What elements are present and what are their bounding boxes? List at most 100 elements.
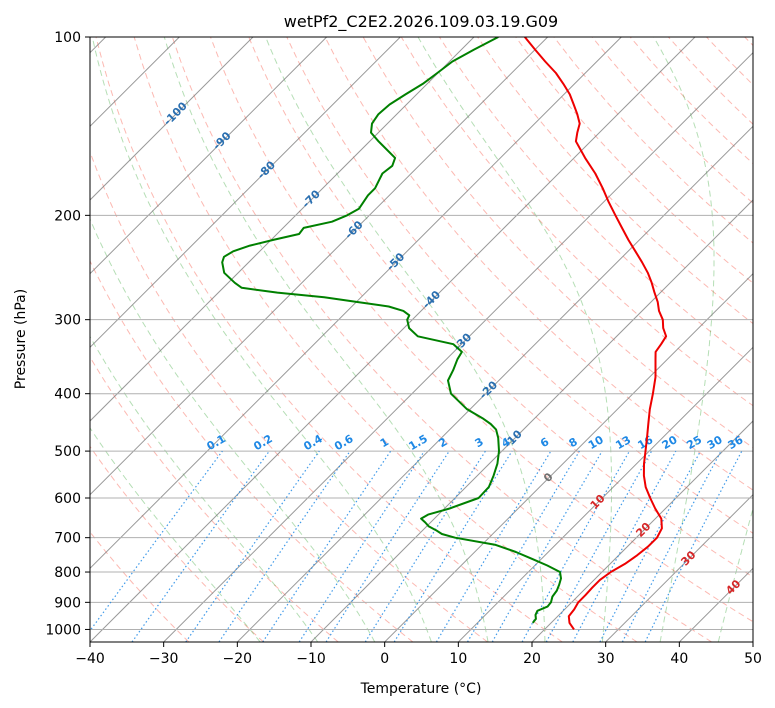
x-tick-label: −20 <box>223 651 253 667</box>
isotherm-line <box>531 420 753 642</box>
isotherm-line <box>678 567 753 642</box>
dry-adiabat <box>90 356 339 642</box>
mixing-ratio-label: 30 <box>705 433 725 452</box>
mixing-ratio-line <box>185 450 320 642</box>
mixing-ratio-line <box>644 450 743 642</box>
mixing-ratio-label: 2 <box>436 435 449 450</box>
dry-adiabat <box>95 37 563 642</box>
plot-frame <box>89 36 754 643</box>
isotherm-line <box>90 37 475 422</box>
chart-title: wetPf2_C2E2.2026.109.03.19.G09 <box>284 12 558 32</box>
y-tick-label: 700 <box>54 531 81 547</box>
dry-adiabat <box>90 445 264 642</box>
mixing-ratio-label: 3 <box>473 435 486 450</box>
moist-adiabat <box>90 217 376 642</box>
isotherm-label: -20 <box>477 378 500 401</box>
x-tick-label: −30 <box>149 651 179 667</box>
isotherm-line <box>90 37 254 201</box>
isotherm-line <box>163 51 753 642</box>
isotherm-label: -30 <box>451 330 474 353</box>
y-tick-label: 500 <box>54 444 81 460</box>
isotherm-label: -60 <box>342 218 365 241</box>
isotherm-label: 30 <box>678 548 698 568</box>
x-tick-label: 0 <box>380 651 389 667</box>
mixing-ratio-line <box>262 450 392 642</box>
isotherm-line <box>457 346 753 642</box>
dry-adiabat <box>90 150 488 642</box>
dry-adiabat <box>90 259 414 642</box>
mixing-ratio-line <box>545 450 653 642</box>
moist-adiabat <box>653 37 715 642</box>
mixing-ratio-line <box>521 450 631 642</box>
y-tick-label: 1000 <box>45 622 81 638</box>
mixing-ratio-label: 1 <box>378 435 391 450</box>
dry-adiabat <box>248 37 753 578</box>
x-tick-label: 40 <box>670 651 688 667</box>
isotherm-line <box>752 641 753 642</box>
x-tick-label: 10 <box>449 651 467 667</box>
mixing-ratio-line <box>325 450 450 642</box>
moist-adiabat <box>265 37 546 642</box>
x-tick-label: −40 <box>75 651 105 667</box>
mixing-ratio-line <box>131 450 270 642</box>
dry-adiabat <box>210 37 753 623</box>
dry-adiabat <box>477 37 753 325</box>
y-tick-label: 300 <box>54 313 81 329</box>
mixing-ratio-label: 36 <box>726 433 746 452</box>
x-tick-label: 50 <box>744 651 762 667</box>
mixing-ratio-label: 25 <box>684 433 704 452</box>
mixing-ratio-line <box>218 450 351 642</box>
moist-adiabat <box>90 335 319 642</box>
mixing-ratio-line <box>298 450 425 642</box>
background-lines <box>90 37 753 642</box>
isotherm-line <box>90 37 549 496</box>
mixing-ratio-label: 8 <box>567 435 580 450</box>
moist-adiabat <box>417 37 612 642</box>
dry-adiabat <box>706 37 753 86</box>
isotherm-line <box>90 37 696 642</box>
mixing-ratio-line <box>393 450 513 642</box>
mixing-ratio-label: 6 <box>538 435 551 450</box>
y-axis: 1000 900 800 700 600 500 400 300 200 100 <box>45 30 90 638</box>
moist-adiabat <box>717 506 753 642</box>
y-tick-label: 100 <box>54 30 81 46</box>
isotherm-line <box>90 37 401 349</box>
dry-adiabat <box>286 37 753 534</box>
mixing-ratio-label: 0.2 <box>251 432 274 453</box>
y-tick-label: 600 <box>54 491 81 507</box>
x-tick-label: 30 <box>597 651 615 667</box>
isotherm-line <box>90 37 622 570</box>
y-tick-label: 200 <box>54 208 81 224</box>
mixing-ratio-line <box>599 450 702 642</box>
series-lines <box>221 37 668 630</box>
mixing-ratio-label: 0.6 <box>332 432 356 453</box>
mixing-ratio-line <box>435 450 552 642</box>
isotherm-line <box>90 37 328 275</box>
dewpoint-line <box>221 37 562 624</box>
y-axis-label: Pressure (hPa) <box>13 289 29 389</box>
isotherm-label: -80 <box>255 158 278 181</box>
isotherm-line <box>310 199 753 642</box>
dry-adiabat <box>591 37 753 204</box>
mixing-ratio-label: 10 <box>586 433 606 452</box>
temperature-line <box>524 37 668 630</box>
x-tick-label: −10 <box>296 651 326 667</box>
x-tick-label: 20 <box>523 651 541 667</box>
y-tick-label: 900 <box>54 595 81 611</box>
mixing-ratio-label: 13 <box>613 433 633 452</box>
dry-adiabat <box>171 37 712 642</box>
mixing-ratio-line <box>90 450 223 632</box>
isotherm-line <box>605 493 753 642</box>
x-axis-label: Temperature (°C) <box>360 681 482 697</box>
dry-adiabat <box>515 37 753 284</box>
mixing-ratio-label: 1.5 <box>406 432 429 453</box>
mixing-ratio-line <box>364 450 486 642</box>
mixing-ratio-line <box>572 450 677 642</box>
moist-adiabat <box>91 37 432 642</box>
dry-adiabat <box>133 37 638 642</box>
y-tick-label: 800 <box>54 565 81 581</box>
y-tick-label: 400 <box>54 387 81 403</box>
moist-adiabat <box>163 37 489 642</box>
